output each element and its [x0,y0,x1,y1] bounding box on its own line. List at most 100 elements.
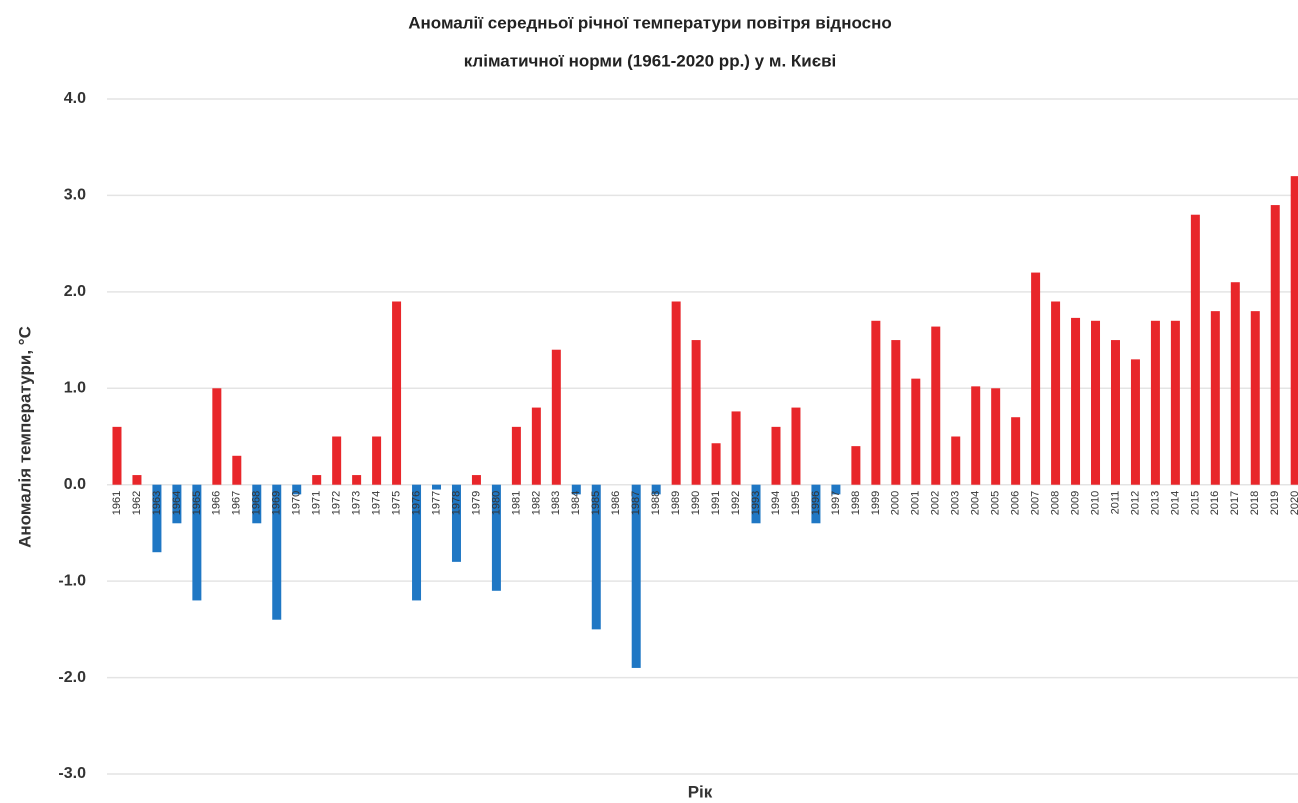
x-tick-label: 2003 [950,491,962,515]
y-tick-label: -2.0 [58,669,86,686]
bar [292,484,302,495]
bar [1150,320,1160,485]
x-tick-label: 1978 [450,491,462,515]
x-tick-label: 2005 [990,491,1002,515]
y-tick-label: 1.0 [64,380,86,397]
bar [272,484,282,620]
bar [991,388,1001,485]
x-tick-label: 1975 [390,491,402,515]
x-tick-label: 1995 [790,491,802,515]
x-tick-label: 1974 [371,491,383,515]
y-tick-label: 4.0 [64,90,86,107]
x-tick-label: 1961 [111,491,123,515]
bar [1071,317,1081,485]
bar [352,475,362,485]
x-tick-label: 1977 [430,491,442,515]
x-tick-label: 2010 [1089,491,1101,515]
bar [931,326,941,485]
y-tick-label: 0.0 [64,476,86,493]
x-tick-label: 1966 [211,491,223,515]
x-tick-label: 1976 [410,491,422,515]
bar [851,446,861,485]
x-tick-label: 1991 [710,491,722,515]
x-tick-label: 2017 [1229,491,1241,515]
bar [751,484,761,524]
x-axis-label: Рік [688,782,713,801]
bar [571,484,581,495]
x-tick-label: 1982 [530,491,542,515]
bar [731,411,741,485]
x-tick-label: 1962 [131,491,143,515]
x-tick-label: 2001 [910,491,922,515]
x-tick-label: 1980 [490,491,502,515]
x-tick-label: 2019 [1269,491,1281,515]
bar [1210,311,1220,485]
bar [372,436,382,485]
x-tick-label: 1999 [870,491,882,515]
x-tick-label: 1987 [630,491,642,515]
bar [1091,320,1101,485]
bar [1250,311,1260,485]
x-tick-label: 1970 [291,491,303,515]
x-tick-label: 1979 [470,491,482,515]
bar [252,484,262,524]
y-axis-label: Аномалія температури, °С [15,326,34,548]
bar [1130,359,1140,485]
bar [1110,340,1120,485]
bar [771,426,781,485]
chart-title: кліматичної норми (1961-2020 рр.) у м. К… [464,51,837,70]
x-tick-label: 1965 [191,491,203,515]
bar [871,320,881,485]
y-tick-label: -3.0 [58,765,86,782]
bar [471,475,481,485]
x-tick-label: 1997 [830,491,842,515]
x-tick-label: 1967 [231,491,243,515]
x-tick-label: 2007 [1030,491,1042,515]
bar [671,301,681,485]
bar [132,475,142,485]
bar [1190,214,1200,485]
bar [432,484,442,490]
y-tick-label: 2.0 [64,283,86,300]
bar [1290,176,1298,485]
x-tick-label: 1963 [151,491,163,515]
x-tick-label: 1969 [271,491,283,515]
x-tick-label: 1973 [351,491,363,515]
x-tick-label: 2014 [1169,491,1181,515]
x-tick-label: 1981 [510,491,522,515]
bar [412,484,422,601]
bar [232,455,242,485]
x-tick-label: 2009 [1069,491,1081,515]
x-tick-label: 2020 [1289,491,1298,515]
x-tick-label: 1971 [311,491,323,515]
bar [152,484,162,553]
x-tick-label: 2015 [1189,491,1201,515]
x-tick-label: 1986 [610,491,622,515]
bar [192,484,202,601]
bar [511,426,521,485]
x-tick-label: 2018 [1249,491,1261,515]
x-tick-label: 2006 [1010,491,1022,515]
y-tick-label: 3.0 [64,187,86,204]
x-tick-label: 1983 [550,491,562,515]
bar [691,340,701,485]
x-tick-label: 1989 [670,491,682,515]
x-tick-label: 1992 [730,491,742,515]
bar [312,475,322,485]
y-tick-label: -1.0 [58,572,86,589]
bar [1230,282,1240,485]
x-tick-label: 2000 [890,491,902,515]
bar [631,484,641,668]
bar [811,484,821,524]
bar [212,388,222,485]
x-tick-label: 2002 [930,491,942,515]
x-tick-label: 2013 [1149,491,1161,515]
bar [1270,205,1280,485]
x-tick-label: 1993 [750,491,762,515]
bar [791,407,801,485]
x-tick-label: 1972 [331,491,343,515]
bar [1031,272,1041,485]
bar [971,386,981,485]
bar [651,484,661,495]
